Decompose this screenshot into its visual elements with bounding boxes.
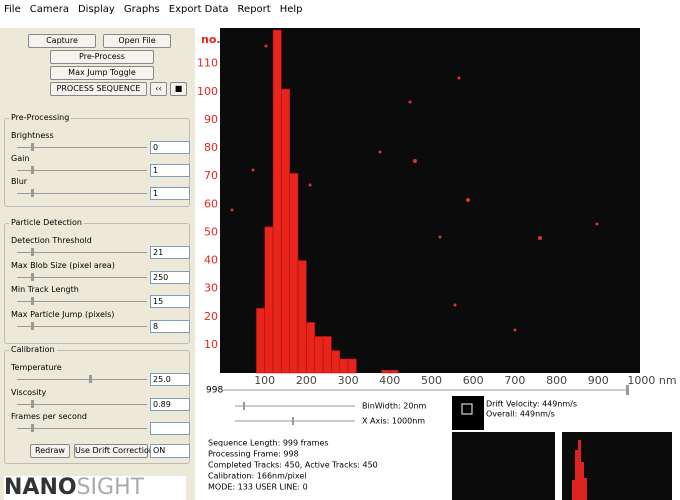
- y-tick-label: 50: [204, 225, 218, 238]
- x-tick-label: 600: [463, 374, 484, 387]
- y-axis-label: no.: [201, 33, 221, 46]
- drift-overall: Overall: 449nm/s: [486, 410, 555, 419]
- y-tick-label: 110: [197, 57, 218, 70]
- slider-thumb[interactable]: [292, 417, 294, 425]
- status-line: Sequence Length: 999 frames: [208, 439, 329, 448]
- histogram-bar: [331, 351, 339, 373]
- histogram-bar: [348, 359, 356, 373]
- x-tick-label: 400: [379, 374, 400, 387]
- histogram-bar: [390, 370, 398, 373]
- histogram-bar: [298, 261, 306, 373]
- y-tick-label: 10: [204, 338, 218, 351]
- x-axis-range: X Axis: 1000nm: [362, 417, 425, 426]
- histogram-bar: [265, 227, 273, 373]
- x-tick-label: 800: [546, 374, 567, 387]
- y-tick-label: 60: [204, 197, 218, 210]
- y-tick-label: 80: [204, 141, 218, 154]
- x-tick-label: 300: [338, 374, 359, 387]
- status-line: Calibration: 166nm/pixel: [208, 472, 307, 481]
- app-window: FileCameraDisplayGraphsExport DataReport…: [0, 0, 680, 500]
- x-tick-label: 500: [421, 374, 442, 387]
- x-tick-label: 100: [254, 374, 275, 387]
- drift-velocity: Drift Velocity: 449nm/s: [486, 400, 577, 409]
- histogram-bar: [381, 370, 389, 373]
- y-tick-label: 90: [204, 113, 218, 126]
- slider-thumb[interactable]: [243, 402, 245, 410]
- x-tick-label: 700: [504, 374, 525, 387]
- histogram-bar: [256, 308, 264, 373]
- y-tick-label: 70: [204, 169, 218, 182]
- x-tick-label: 900: [588, 374, 609, 387]
- histogram-bar: [273, 30, 281, 373]
- histogram-bar: [315, 336, 323, 373]
- x-tick-label: 200: [296, 374, 317, 387]
- y-tick-label: 40: [204, 254, 218, 267]
- bin-width: BinWidth: 20nm: [362, 402, 427, 411]
- histogram-bar: [323, 336, 331, 373]
- status-line: Processing Frame: 998: [208, 450, 299, 459]
- histogram-bar: [340, 359, 348, 373]
- status-line: Completed Tracks: 450, Active Tracks: 45…: [208, 461, 378, 470]
- frame-number: 998: [206, 386, 223, 396]
- histogram-bar: [281, 89, 289, 373]
- x-tick-label: 1000 nm: [627, 374, 676, 387]
- status-line: MODE: 133 USER LINE: 0: [208, 483, 308, 492]
- histogram-bar: [306, 322, 314, 373]
- y-tick-label: 20: [204, 310, 218, 323]
- histogram-bar: [290, 173, 298, 373]
- display: 998 BinWidth: 20nm X Axis: 1000nm Drift …: [0, 0, 680, 500]
- thumbnail: [452, 432, 555, 500]
- y-tick-label: 30: [204, 282, 218, 295]
- drift-indicator: [452, 396, 484, 430]
- y-tick-label: 100: [197, 85, 218, 98]
